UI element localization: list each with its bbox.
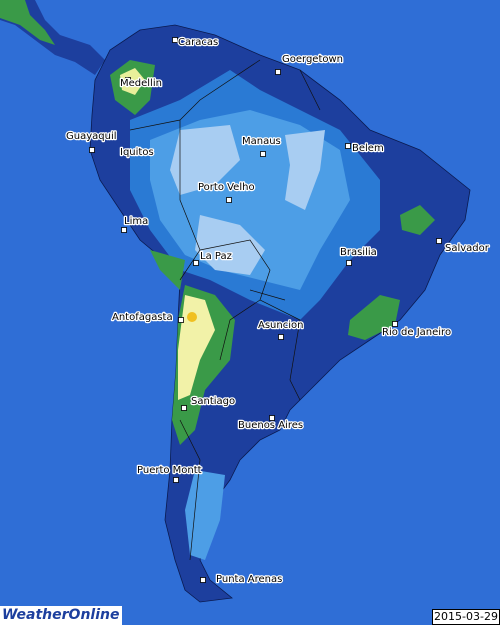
city-label: Salvador <box>445 243 490 254</box>
city-marker <box>346 260 352 266</box>
city-label: Santiago <box>191 396 235 407</box>
city-label: Iquitos <box>120 147 154 158</box>
city-label: Lima <box>124 216 148 227</box>
city-marker <box>172 37 178 43</box>
city-marker <box>269 415 275 421</box>
precip-zone <box>195 215 265 275</box>
precip-zone <box>170 125 240 195</box>
city-label: Brasilia <box>340 247 377 258</box>
city-marker <box>392 321 398 327</box>
city-marker <box>173 477 179 483</box>
city-marker <box>345 143 351 149</box>
precip-zone <box>120 68 145 95</box>
logo: WeatherOnline <box>0 606 122 625</box>
city-label: Porto Velho <box>198 182 255 193</box>
city-label: Caracas <box>178 37 218 48</box>
date-stamp: 2015-03-29 <box>432 609 500 625</box>
city-label: Buenos Aires <box>238 420 303 431</box>
city-marker <box>278 334 284 340</box>
precip-zone <box>348 295 400 340</box>
precip-zone <box>285 130 325 210</box>
precip-zone <box>0 0 55 45</box>
city-marker <box>275 69 281 75</box>
city-marker <box>436 238 442 244</box>
city-label: Belem <box>352 143 384 154</box>
city-label: Medellin <box>120 78 162 89</box>
city-label: Goergetown <box>282 54 343 65</box>
city-label: Antofagasta <box>112 312 173 323</box>
city-marker <box>193 260 199 266</box>
country-border <box>129 59 321 561</box>
city-marker <box>260 151 266 157</box>
city-marker <box>142 149 148 155</box>
city-label: Punta Arenas <box>216 574 282 585</box>
city-marker <box>226 197 232 203</box>
city-label: Rio de Janeiro <box>382 327 451 338</box>
precip-peak <box>187 312 197 322</box>
city-label: Guayaquil <box>66 131 117 142</box>
city-marker <box>89 147 95 153</box>
precip-zone <box>400 205 435 235</box>
city-marker <box>200 577 206 583</box>
precip-zone <box>150 250 185 290</box>
city-marker <box>121 227 127 233</box>
precip-zone <box>178 295 215 400</box>
city-label: Manaus <box>242 136 281 147</box>
city-label: Puerto Montt <box>137 465 202 476</box>
precip-zone <box>185 470 225 560</box>
city-marker <box>125 77 131 83</box>
city-marker <box>181 405 187 411</box>
city-label: Asuncion <box>258 320 303 331</box>
city-marker <box>178 317 184 323</box>
city-label: La Paz <box>200 251 232 262</box>
